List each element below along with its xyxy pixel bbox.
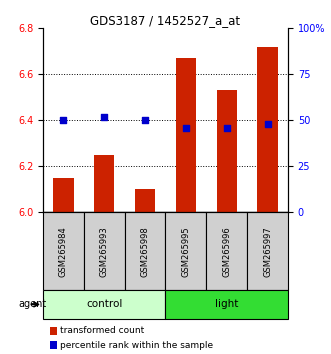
Point <box>265 121 270 127</box>
Text: agent: agent <box>19 299 47 309</box>
Text: GSM265993: GSM265993 <box>100 226 109 277</box>
Point <box>224 125 229 131</box>
Point <box>142 118 148 123</box>
Bar <box>257 47 278 212</box>
Bar <box>43 212 84 290</box>
Text: GSM265998: GSM265998 <box>141 226 150 277</box>
Bar <box>94 155 115 212</box>
Text: percentile rank within the sample: percentile rank within the sample <box>60 341 213 350</box>
Bar <box>176 58 196 212</box>
Text: light: light <box>215 299 238 309</box>
Point <box>61 118 66 123</box>
Text: GSM265995: GSM265995 <box>181 226 190 277</box>
Text: transformed count: transformed count <box>60 326 145 336</box>
Point <box>102 114 107 120</box>
Text: GSM265996: GSM265996 <box>222 226 231 277</box>
Text: GSM265984: GSM265984 <box>59 226 68 277</box>
Point <box>183 125 189 131</box>
Bar <box>125 212 166 290</box>
Text: GSM265997: GSM265997 <box>263 226 272 277</box>
Bar <box>216 91 237 212</box>
Bar <box>53 178 73 212</box>
Bar <box>166 290 288 319</box>
Bar <box>43 290 166 319</box>
Bar <box>84 212 125 290</box>
Title: GDS3187 / 1452527_a_at: GDS3187 / 1452527_a_at <box>90 14 241 27</box>
Bar <box>166 212 206 290</box>
Bar <box>247 212 288 290</box>
Bar <box>135 189 155 212</box>
Bar <box>206 212 247 290</box>
Text: control: control <box>86 299 122 309</box>
